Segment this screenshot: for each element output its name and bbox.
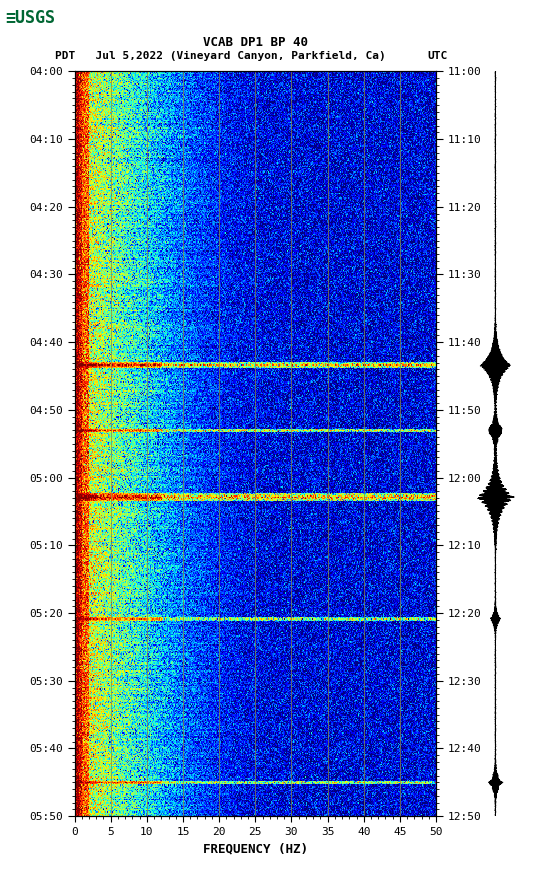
X-axis label: FREQUENCY (HZ): FREQUENCY (HZ) <box>203 842 308 855</box>
Text: PDT   Jul 5,2022 (Vineyard Canyon, Parkfield, Ca): PDT Jul 5,2022 (Vineyard Canyon, Parkfie… <box>55 51 386 62</box>
Text: ≡USGS: ≡USGS <box>6 9 56 28</box>
Text: VCAB DP1 BP 40: VCAB DP1 BP 40 <box>203 37 308 49</box>
Text: UTC: UTC <box>428 51 448 62</box>
